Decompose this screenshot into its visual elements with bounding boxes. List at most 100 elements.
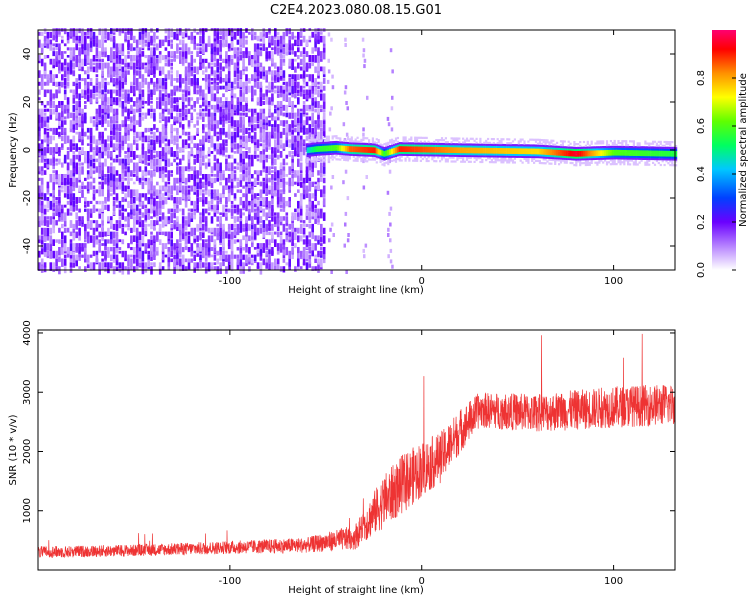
spectrogram-cell: [239, 93, 243, 102]
spectrogram-cell: [181, 55, 185, 60]
spectrogram-cell: [322, 47, 326, 53]
spectrogram-cell: [297, 74, 300, 81]
spectrogram-cell: [110, 262, 113, 269]
spectrogram-cell: [245, 220, 248, 227]
spectrogram-cell: [268, 104, 271, 110]
carrier-cell: [462, 149, 465, 152]
spectrogram-cell: [242, 162, 245, 171]
spectrogram-cell: [320, 104, 323, 109]
spectrogram-cell: [327, 58, 330, 63]
spectrogram-cell: [75, 116, 78, 124]
spectrogram-cell: [138, 39, 142, 45]
carrier-cell: [333, 144, 336, 147]
spectrogram-cell: [110, 127, 113, 135]
spectrogram-cell: [61, 81, 64, 88]
carrier-cell: [452, 150, 455, 153]
spectrogram-cell: [274, 39, 277, 47]
spectrogram-cell: [81, 139, 84, 146]
spectrogram-cell: [271, 74, 274, 81]
spectrogram-cell: [299, 66, 303, 71]
spectrogram-cell: [78, 177, 81, 183]
spectrogram-cell: [43, 170, 47, 175]
spectrogram-cell: [150, 143, 153, 151]
spectrogram-cell: [256, 97, 260, 102]
spectrogram-cell: [84, 231, 87, 240]
carrier-cell: [400, 144, 403, 147]
spectrogram-cell: [236, 97, 240, 102]
spectrogram-cell: [40, 81, 44, 90]
spectrogram-cell: [158, 216, 162, 222]
spectrogram-cell: [245, 35, 248, 39]
carrier-cell: [500, 145, 503, 148]
spectrogram-cell: [170, 89, 173, 96]
carrier-cell: [379, 153, 382, 156]
carrier-cell: [369, 143, 373, 146]
spectrogram-cell: [78, 139, 81, 143]
spectrogram-cell: [147, 189, 150, 195]
spectrogram-cell: [344, 37, 347, 42]
carrier-cell: [350, 147, 353, 151]
spectrogram-cell: [199, 258, 202, 263]
spectrogram-cell: [213, 81, 217, 91]
spectrogram-cell: [268, 31, 271, 35]
carrier-cell: [364, 160, 367, 163]
carrier-cell: [458, 141, 461, 144]
spectrogram-cell: [81, 166, 84, 175]
spectrogram-cell: [248, 51, 251, 56]
spectrogram-cell: [299, 212, 303, 221]
spectrogram-cell: [196, 154, 199, 163]
spectrogram-cell: [158, 239, 162, 245]
spectrogram-cell: [236, 66, 240, 74]
spectrogram-cell: [187, 47, 191, 55]
spectrogram-cell: [274, 181, 277, 191]
spectrogram-cell: [202, 212, 205, 220]
spectrogram-cell: [317, 55, 320, 63]
spectrogram-cell: [322, 212, 326, 221]
carrier-cell: [389, 145, 392, 148]
carrier-cell: [318, 140, 321, 143]
spectrogram-cell: [92, 31, 96, 40]
spectrogram-cell: [242, 70, 245, 76]
spectrogram-cell: [346, 196, 350, 201]
spectrogram-cell: [66, 151, 70, 160]
spectrogram-cell: [127, 200, 130, 208]
carrier-cell: [427, 156, 430, 159]
spectrogram-cell: [144, 212, 148, 221]
spectrogram-cell: [98, 243, 101, 251]
spectrogram-cell: [274, 89, 277, 94]
spectrogram-cell: [61, 208, 64, 214]
carrier-cell: [377, 150, 380, 153]
carrier-cell: [373, 151, 376, 154]
spectrogram-cell: [52, 216, 55, 220]
spectrogram-cell: [61, 247, 64, 255]
spectrogram-cell: [118, 262, 122, 269]
spectrogram-cell: [158, 189, 162, 194]
carrier-cell: [483, 149, 486, 152]
spectrogram-cell: [46, 143, 50, 147]
spectrogram-cell: [52, 208, 55, 212]
carrier-cell: [366, 144, 369, 147]
carrier-cell: [352, 153, 355, 156]
spectrogram-cell: [330, 106, 333, 111]
spectrogram-cell: [173, 220, 176, 225]
spectrogram-cell: [344, 85, 348, 90]
spectrogram-cell: [170, 243, 173, 251]
spectrogram-cell: [92, 85, 96, 93]
carrier-cell: [308, 154, 311, 157]
spectrogram-cell: [81, 147, 84, 155]
spectrogram-cell: [248, 154, 251, 160]
spectrogram-cell: [55, 250, 58, 259]
spectrogram-cell: [138, 216, 142, 222]
spectrogram-cell: [227, 262, 231, 270]
spectrogram-cell: [69, 120, 73, 129]
carrier-cell: [375, 157, 378, 160]
spectrogram-cell: [291, 74, 294, 79]
spectrogram-cell: [176, 154, 179, 160]
spectrogram-cell: [58, 101, 61, 106]
spectrogram-cell: [153, 204, 156, 211]
spectrogram-cell: [288, 239, 291, 243]
spectrogram-cell: [138, 101, 142, 108]
spectrogram-cell: [161, 197, 165, 205]
spectrogram-cell: [230, 189, 234, 196]
spectrogram-cell: [124, 131, 127, 136]
